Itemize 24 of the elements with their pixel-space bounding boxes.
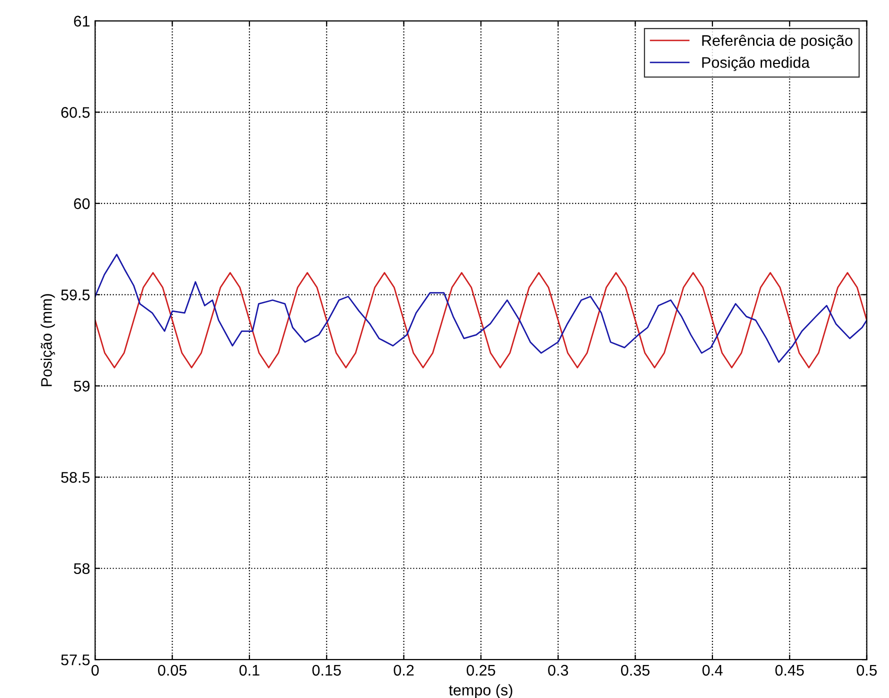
x-tick-label: 0.1 bbox=[239, 664, 260, 676]
y-tick-label: 57.5 bbox=[61, 654, 90, 666]
y-tick-label: 58 bbox=[74, 563, 90, 574]
x-tick-label: 0.2 bbox=[394, 664, 414, 676]
x-tick-label: 0.35 bbox=[621, 664, 650, 676]
y-tick-label: 59 bbox=[74, 380, 90, 392]
x-tick-label: 0.05 bbox=[158, 664, 187, 676]
x-tick-label: 0.15 bbox=[312, 664, 341, 676]
line-series bbox=[95, 272, 867, 368]
x-tick-label: 0.4 bbox=[702, 664, 723, 676]
legend-label: Referência de posição bbox=[702, 34, 852, 50]
x-tick-label: 0.25 bbox=[466, 664, 496, 676]
x-tick-label: 0 bbox=[91, 664, 99, 676]
y-tick-label: 59.5 bbox=[61, 290, 90, 300]
x-tick-label: 0.45 bbox=[775, 664, 804, 676]
x-tick-label: 0.3 bbox=[548, 664, 568, 676]
line-series bbox=[95, 254, 867, 363]
y-axis-title: Posição (mm) bbox=[40, 294, 55, 386]
y-tick-label: 60 bbox=[74, 198, 90, 210]
y-tick-label: 60.5 bbox=[61, 107, 90, 118]
y-tick-label: 58.5 bbox=[61, 472, 90, 483]
legend-label: Posição medida bbox=[702, 56, 810, 71]
y-tick-label: 61 bbox=[74, 16, 90, 27]
x-tick-label: 0.5 bbox=[856, 664, 877, 676]
